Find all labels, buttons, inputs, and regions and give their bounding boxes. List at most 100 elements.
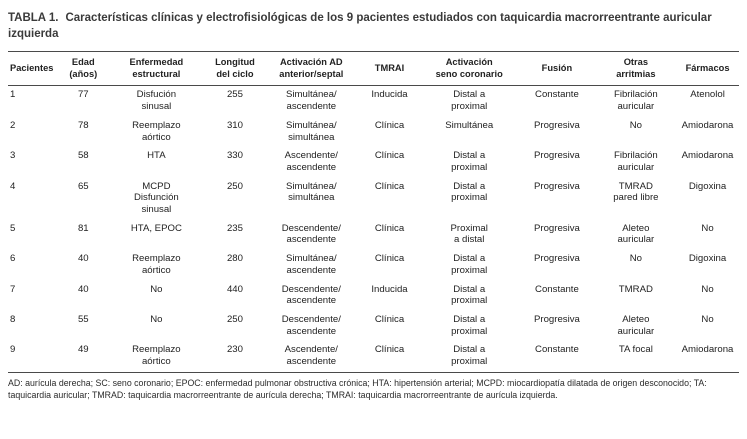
table-cell: 310 [226,119,243,131]
column-header: Otras arritmias [616,57,656,79]
table-cell: No [701,283,714,295]
table-cell: Aleteo auricular [617,313,655,337]
table-cell: 65 [77,180,89,192]
table-cell: 250 [226,313,243,325]
table-cell: Inducida [371,89,408,101]
table-cell: Distal a proximal [451,253,488,276]
table-row: 3 58 HTA 330 Ascendente/ ascendente Clínica Di… [8,147,739,177]
column-header: TMRAI [374,62,405,73]
table-cell: 1 [10,89,16,101]
column-header: Pacientes [10,62,54,73]
table-cell: No [701,222,714,234]
table-cell: Progresiva [533,119,580,131]
table-cell: Reemplazo aórtico [132,344,181,368]
table-cell: No [629,119,642,131]
table-cell: Fibrilación auricular [613,150,658,173]
table-cell: HTA, EPOC [130,222,182,234]
table-row: 6 40 Reemplazo aórtico 280 Simultánea/ ascen… [8,250,739,280]
table-body: 1 77 Disfución sinusal 255 Simultánea/ ascen… [8,86,739,373]
table-cell: Progresiva [533,180,580,192]
table-cell: Simultánea/ simultánea [285,119,337,143]
table-cell: Ascendente/ ascendente [284,344,338,368]
table-cell: Clínica [374,222,405,234]
table-cell: 55 [77,313,89,325]
table-cell: 235 [226,222,243,234]
column-header: Fármacos [685,62,730,73]
table-cell: Disfución sinusal [136,89,177,113]
table-cell: Progresiva [533,222,580,234]
table-cell: Reemplazo aórtico [132,119,181,143]
table-cell: Reemplazo aórtico [132,253,181,276]
table-cell: 6 [10,253,16,265]
table-cell: Clínica [374,313,405,325]
table-row: 1 77 Disfución sinusal 255 Simultánea/ ascen… [8,86,739,117]
table-cell: 58 [77,150,89,162]
table-cell: TMRAD [618,283,653,295]
table-title: TABLA 1. Características clínicas y elect… [8,10,738,42]
table-cell: Progresiva [533,253,580,265]
table-cell: Simultánea/ ascendente [285,253,337,276]
table-cell: Clínica [374,344,405,356]
table-cell: Amiodarona [681,344,734,356]
table-header-row: Pacientes Edad (años) Enfermedad estructur… [8,51,739,86]
table-head: Pacientes Edad (años) Enfermedad estructur… [8,51,739,86]
table-cell: 81 [77,222,89,234]
table-cell: Descendente/ ascendente [281,313,341,337]
table-cell: TA focal [618,344,653,356]
table-footnote: AD: aurícula derecha; SC: seno coronario… [8,377,707,400]
table-cell: No [150,283,163,295]
table-cell: 8 [10,313,16,325]
table-cell: Amiodarona [681,150,734,162]
table-cell: No [150,313,163,325]
table-cell: 49 [77,344,89,356]
column-header: Fusión [541,62,573,73]
table-cell: Aleteo auricular [617,222,655,246]
table-cell: Amiodarona [681,119,734,131]
table-cell: Distal a proximal [451,313,488,337]
table-cell: 250 [226,180,243,192]
table-cell: Constante [535,344,579,356]
table-row: 7 40 No 440 Descendente/ ascendente Inducida D… [8,281,739,311]
table-cell: Atenolol [690,89,725,101]
table-cell: 77 [77,89,89,101]
table-cell: Ascendente/ ascendente [284,150,338,173]
table-cell: 78 [77,119,89,131]
table-cell: 330 [226,150,243,162]
table-cell: Fibrilación auricular [613,89,658,113]
table-cell: Distal a proximal [451,344,488,368]
table-cell: Simultánea [445,119,494,131]
table-cell: Distal a proximal [451,180,488,204]
table-title-text: Características clínicas y electrofisiol… [8,12,712,41]
table-cell: Digoxina [688,253,727,265]
table-cell: 40 [77,283,89,295]
table-cell: Descendente/ ascendente [281,222,341,246]
column-header: Activación seno coronario [435,57,503,79]
table-cell: 40 [77,253,89,265]
table-cell: Inducida [371,283,408,295]
table-cell: Constante [535,89,579,101]
table-cell: Progresiva [533,313,580,325]
table-row: 8 55 No 250 Descendente/ ascendente Clínica Di… [8,311,739,341]
table-cell: 280 [226,253,243,265]
table-row: 9 49 Reemplazo aórtico 230 Ascendente/ ascen… [8,341,739,372]
column-header: Enfermedad estructural [129,57,184,79]
table-cell: Progresiva [533,150,580,162]
table-cell: Clínica [374,150,405,162]
column-header: Edad (años) [69,57,98,79]
column-header: Activación AD anterior/septal [279,57,344,79]
table-cell: HTA [147,150,166,162]
table-cell: Simultánea/ ascendente [285,89,337,113]
table-cell: 3 [10,150,16,162]
table-row: 2 78 Reemplazo aórtico 310 Simultánea/ simul… [8,117,739,147]
table-cell: TMRAD pared libre [613,180,659,204]
table-cell: Digoxina [688,180,727,192]
table-cell: Clínica [374,119,405,131]
table-cell: Distal a proximal [451,150,488,173]
table-cell: 4 [10,180,16,192]
table-cell: 5 [10,222,16,234]
table-cell: Distal a proximal [451,89,488,113]
table-cell: Clínica [374,180,405,192]
table-cell: Distal a proximal [451,283,488,307]
table-cell: Constante [535,283,579,295]
table-cell: No [701,313,714,325]
